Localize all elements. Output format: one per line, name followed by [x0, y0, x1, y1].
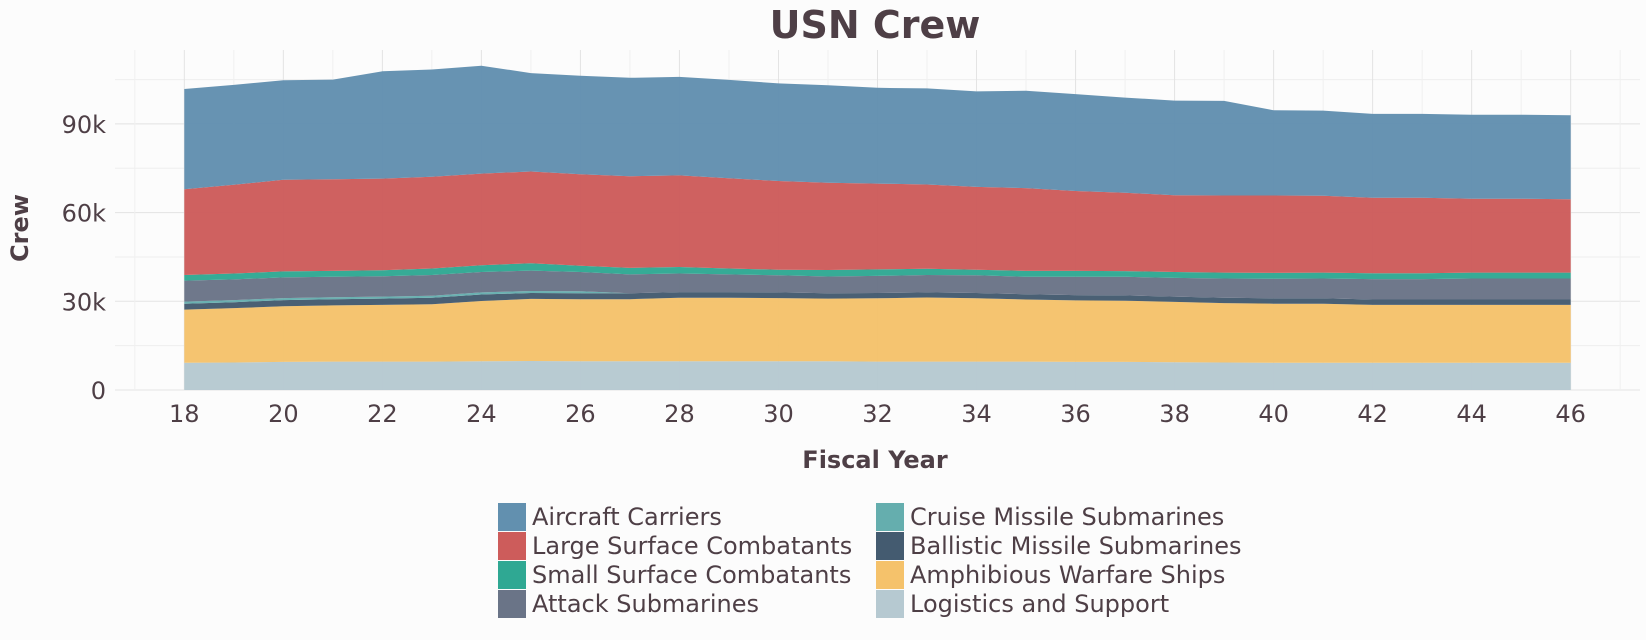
area-attack-submarines [184, 270, 1571, 302]
legend-swatch [876, 531, 904, 560]
y-tick-label: 90k [62, 111, 107, 139]
x-tick-label: 44 [1456, 400, 1487, 428]
x-tick-label: 28 [664, 400, 695, 428]
area-large-surface-combatants [184, 171, 1571, 275]
x-tick-label: 40 [1258, 400, 1289, 428]
y-axis-label: Crew [6, 194, 34, 262]
legend-label: Logistics and Support [910, 589, 1170, 618]
chart-title: USN Crew [770, 3, 981, 47]
area-ballistic-missile-submarines [184, 292, 1571, 310]
legend-swatch [498, 502, 526, 531]
legend-item-aircraft-carriers: Aircraft Carriers [498, 502, 722, 531]
y-tick-label: 30k [62, 288, 107, 316]
legend-swatch [498, 560, 526, 589]
legend-item-amphibious-warfare-ships: Amphibious Warfare Ships [876, 560, 1225, 589]
legend-label: Aircraft Carriers [532, 502, 722, 531]
legend-label: Cruise Missile Submarines [910, 502, 1225, 531]
y-tick-labels: 0 30k 60k 90k [62, 111, 107, 405]
legend-swatch [876, 502, 904, 531]
legend-item-large-surface-combatants: Large Surface Combatants [498, 531, 852, 560]
x-tick-label: 30 [763, 400, 794, 428]
legend-item-logistics-and-support: Logistics and Support [876, 589, 1169, 618]
x-tick-label: 42 [1357, 400, 1388, 428]
x-tick-labels: 18 20 22 24 26 28 30 32 34 36 38 40 42 44 46 [169, 400, 1586, 428]
legend-item-cruise-missile-submarines: Cruise Missile Submarines [876, 502, 1224, 531]
x-axis-label: Fiscal Year [802, 446, 948, 474]
areas [184, 65, 1571, 390]
x-tick-label: 36 [1060, 400, 1091, 428]
legend-item-ballistic-missile-submarines: Ballistic Missile Submarines [876, 531, 1241, 560]
x-tick-label: 26 [565, 400, 596, 428]
x-tick-label: 24 [466, 400, 497, 428]
x-tick-label: 18 [169, 400, 200, 428]
legend-swatch [498, 589, 526, 618]
x-tick-label: 38 [1159, 400, 1190, 428]
legend-label: Amphibious Warfare Ships [910, 560, 1226, 589]
legend-item-attack-submarines: Attack Submarines [498, 589, 759, 618]
area-amphibious-warfare-ships [184, 297, 1571, 363]
x-tick-label: 34 [961, 400, 992, 428]
x-tick-label: 22 [367, 400, 398, 428]
x-tick-label: 46 [1555, 400, 1586, 428]
area-small-surface-combatants [184, 263, 1571, 281]
area-aircraft-carriers [184, 65, 1571, 200]
legend-label: Ballistic Missile Submarines [910, 531, 1242, 560]
chart-svg: 0 30k 60k 90k 18 20 22 24 26 28 30 32 34 36 38 40 42 44 4… [6, 3, 1640, 474]
area-logistics-and-support [184, 361, 1571, 390]
x-tick-label: 20 [268, 400, 299, 428]
legend: Aircraft Carriers Large Surface Combatan… [498, 502, 1298, 626]
legend-item-small-surface-combatants: Small Surface Combatants [498, 560, 851, 589]
legend-label: Attack Submarines [532, 589, 760, 618]
legend-swatch [876, 589, 904, 618]
y-tick-label: 60k [62, 200, 107, 228]
legend-swatch [876, 560, 904, 589]
legend-label: Large Surface Combatants [532, 531, 853, 560]
legend-label: Small Surface Combatants [532, 560, 852, 589]
x-tick-label: 32 [862, 400, 893, 428]
y-tick-label: 0 [91, 377, 106, 405]
legend-swatch [498, 531, 526, 560]
